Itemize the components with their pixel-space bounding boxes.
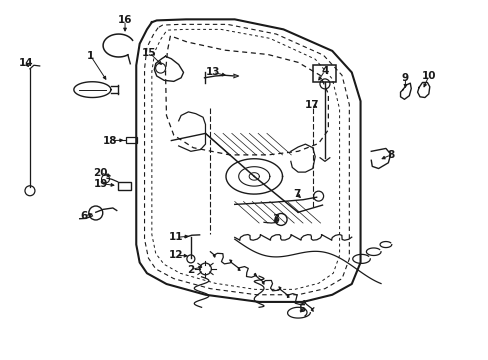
Text: 4: 4 bbox=[321, 66, 328, 76]
Text: 11: 11 bbox=[169, 232, 183, 242]
Text: 6: 6 bbox=[80, 211, 87, 221]
Text: 1: 1 bbox=[87, 51, 94, 61]
Text: 17: 17 bbox=[304, 100, 319, 110]
Text: 7: 7 bbox=[293, 189, 300, 199]
Text: 18: 18 bbox=[103, 136, 118, 145]
Text: 5: 5 bbox=[298, 304, 305, 314]
Text: 10: 10 bbox=[421, 71, 435, 81]
Text: 2: 2 bbox=[187, 265, 194, 275]
Text: 9: 9 bbox=[401, 73, 408, 83]
Text: 14: 14 bbox=[19, 58, 33, 68]
Text: 3: 3 bbox=[272, 215, 279, 224]
Text: 16: 16 bbox=[118, 15, 132, 26]
Text: 19: 19 bbox=[93, 179, 108, 189]
Text: 8: 8 bbox=[386, 150, 394, 160]
Text: 12: 12 bbox=[169, 250, 183, 260]
Text: 15: 15 bbox=[142, 48, 156, 58]
Text: 20: 20 bbox=[93, 168, 108, 178]
Text: 13: 13 bbox=[205, 67, 220, 77]
